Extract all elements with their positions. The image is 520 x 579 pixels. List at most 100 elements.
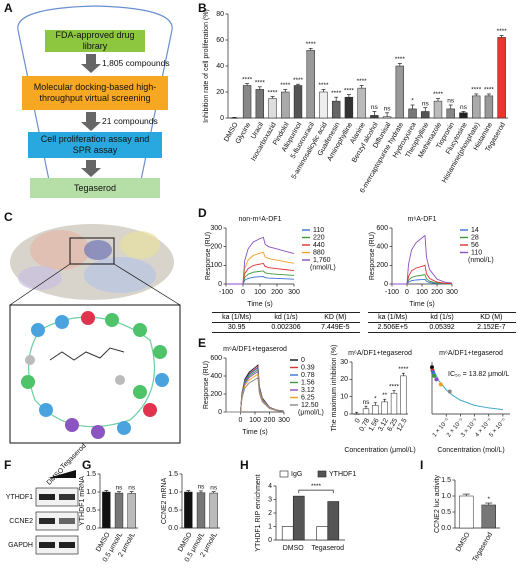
significance-label: ns [422,100,430,107]
blot-row-label: CCNE2 [9,518,33,525]
data-point [432,373,437,378]
panel-label: I [420,458,423,472]
significance-label: ns [116,484,124,491]
y-axis-label: Response (RU) [203,361,210,409]
y-tick-label: 0.0 [441,525,451,532]
significance-label: **** [344,87,355,94]
bar [372,405,379,415]
table-header: ka (1/Ms) [212,313,262,323]
x-tick-label: 0 [354,417,362,424]
legend-label: IgG [291,471,302,478]
significance-bracket [298,489,334,494]
flow-step: FDA-approved drug library [45,30,145,52]
x-axis-label: Time (s) [247,301,272,308]
arrow [81,160,101,177]
y-tick-label: 400 [210,373,222,380]
x-axis-label: Time (s) [242,429,267,436]
bar [114,492,124,529]
legend-label: 12.50 [301,402,319,409]
sensorgram-line [226,262,295,285]
bar [362,408,370,415]
y-tick-label: 3 [268,496,272,503]
x-tick-label: DMSO [283,545,305,552]
significance-label: ns [371,104,379,111]
legend-label: 110 [313,227,324,234]
legend-unit: (μmol/L) [298,409,324,416]
legend-unit: (nmol/L) [468,257,494,264]
significance-label: **** [267,89,278,96]
panel-label: G [82,458,91,472]
table-cell: 30.95 [227,324,246,331]
bar [196,492,206,529]
bar [484,95,494,119]
blot-row-label: YTHDF1 [6,494,33,501]
bar [344,96,354,119]
legend-label: 440 [313,242,325,249]
significance-label: **** [318,82,329,89]
x-tick-label: 300 [288,289,300,296]
table-header: kd (1/s) [261,313,311,323]
significance-label: **** [311,483,322,490]
bar [408,108,417,119]
x-tick-label: 100 [416,289,428,296]
significance-label: **** [331,90,342,97]
flow-step: Tegaserod [30,178,160,198]
y-tick-label: 80 [216,11,224,18]
bar [255,89,265,119]
significance-label: **** [398,366,409,373]
legend-label: 6.25 [301,394,315,401]
legend-label: 14 [471,227,479,234]
flow-step: Cell proliferation assay and SPR assay [28,132,162,158]
sensorgram-line [226,370,285,413]
bar [184,491,193,529]
bar [316,526,329,541]
significance-label: **** [242,76,253,83]
y-tick-label: 0 [218,409,222,416]
data-point [447,389,452,394]
table-cell: 0.002306 [271,324,301,331]
bar [390,392,398,415]
arrow [81,112,101,131]
bar [102,491,111,529]
bar [446,108,455,119]
chart-title: m⁶A/DF1+tegaserod [348,350,412,357]
significance-label: * [411,98,414,105]
panel-label: B [198,1,207,15]
bar [127,493,136,529]
blot-row-label: GAPDH [8,542,33,549]
x-tick-label: 200 [271,289,283,296]
legend-label: 3.12 [301,387,315,394]
table-header: KD (M) [466,313,516,323]
y-tick-label: 600 [376,225,388,232]
protein-surface [9,224,181,444]
y-tick-label: 1.5 [86,471,96,478]
panel-label: F [4,458,11,472]
bar [459,112,468,119]
x-tick-label: 0 [405,289,409,296]
bar [381,401,388,415]
x-tick-label: 0 [239,417,243,424]
y-axis-label: YTHDF1 mRNA [79,476,86,526]
bar [459,495,474,529]
significance-label: ** [382,392,388,399]
legend-label: YTHDF1 [329,471,356,478]
bar [357,87,366,119]
y-tick-label: 40 [216,63,224,70]
panel-label: C [4,210,13,224]
y-tick-label: 1.0 [86,489,96,496]
x-tick-label: DMSO [455,531,472,553]
table-header: ka (1/Ms) [368,313,418,323]
x-tick-label: 100 [249,417,261,424]
flow-arrow-label: 1,805 compounds [102,58,170,68]
y-tick-label: 1.0 [168,489,178,496]
significance-label: **** [497,28,508,35]
arrow [81,54,101,73]
significance-label: ns [210,484,218,491]
y-tick-label: 0.5 [441,509,451,516]
bar [293,85,303,119]
y-tick-label: 30 [340,359,348,366]
sensorgram-line [226,251,295,285]
y-tick-label: 10 [340,394,348,401]
y-tick-label: 300 [210,225,222,232]
